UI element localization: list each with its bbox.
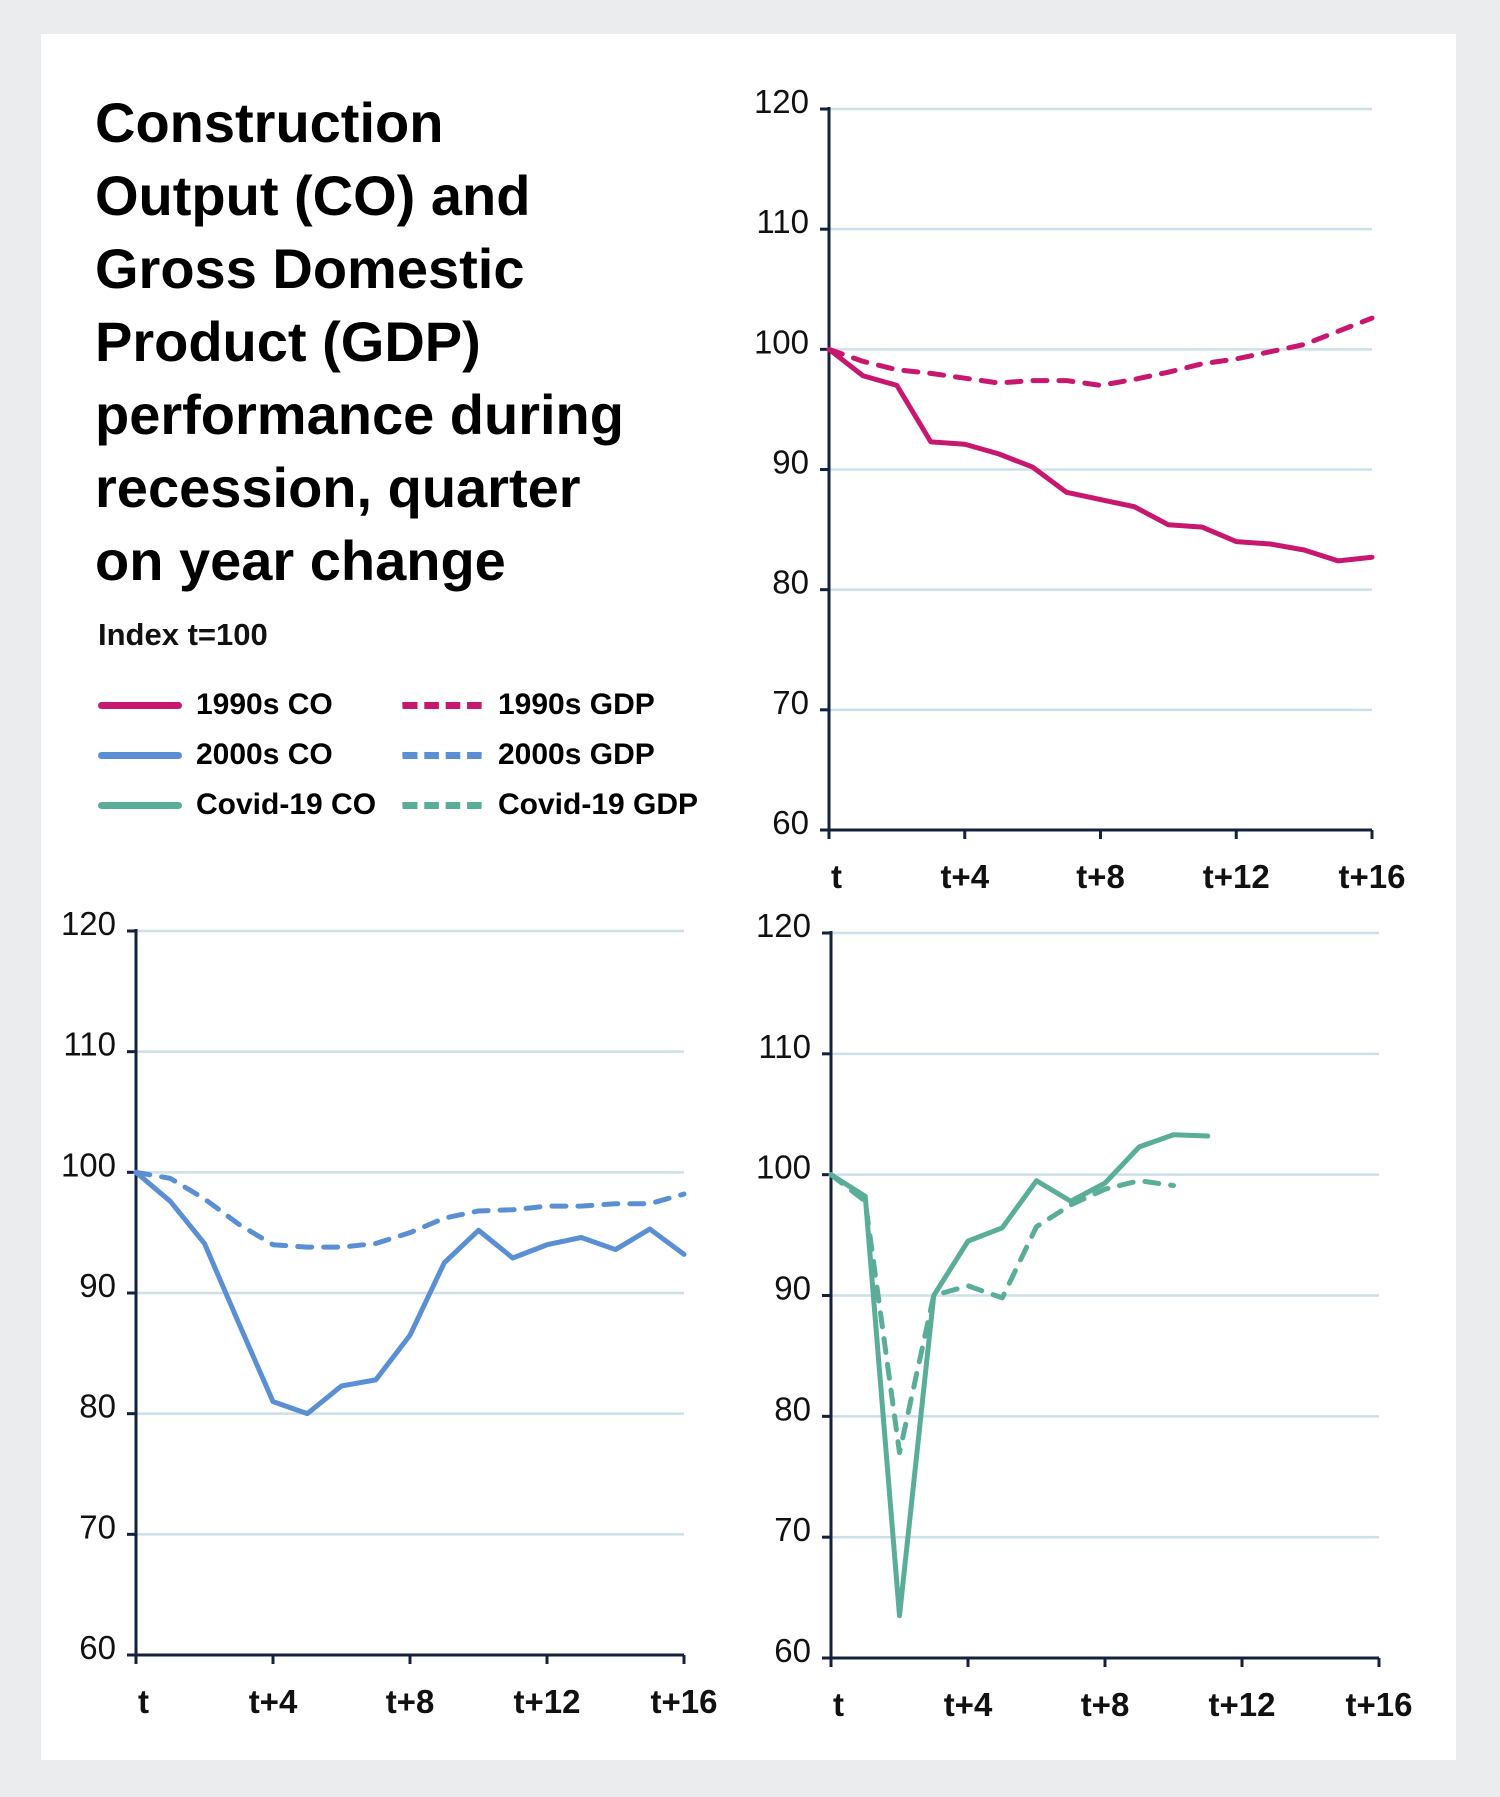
y-tick-label: 120 [61,905,116,942]
legend-label: Covid-19 CO [196,788,377,821]
series-line [826,346,1375,564]
title-line: on year change [95,529,506,592]
x-tick-label: t+16 [1346,1686,1413,1723]
x-tick-label: t+4 [249,1683,298,1720]
x-tick-label: t [138,1683,149,1720]
chart-panel: 60 70 80 90 100 110 120 t t+4 t+8 t+12 t+16 [754,83,1406,895]
chart-panel: 60 70 80 90 100 110 120 t t+4 t+8 t+12 t+16 [61,905,718,1720]
legend-label: Covid-19 GDP [498,788,699,821]
y-tick-label: 90 [774,1270,811,1307]
y-tick-label: 70 [774,1511,811,1548]
x-tick-label: t+12 [514,1683,581,1720]
y-tick-label: 70 [79,1508,116,1545]
legend-label: 1990s CO [196,688,333,721]
y-tick-label: 70 [772,684,809,721]
series-line [826,315,1375,388]
chart-panel: 60 70 80 90 100 110 120 t t+4 t+8 t+12 t+16 [756,907,1413,1723]
x-tick-label: t+12 [1203,858,1270,895]
title-line: Gross Domestic [95,237,525,300]
x-tick-label: t [831,858,842,895]
y-tick-label: 90 [772,444,809,481]
x-tick-label: t+8 [386,1683,435,1720]
title-line: performance during [95,383,624,446]
legend-label: 2000s GDP [498,738,655,771]
legend-item: 2000s GDP [400,738,655,772]
legend-label: 1990s GDP [498,688,655,721]
title-line: Output (CO) and [95,164,531,227]
y-tick-label: 60 [774,1632,811,1669]
y-tick-label: 110 [756,203,809,240]
y-tick-label: 80 [79,1388,116,1425]
series-line [828,1132,1211,1619]
legend-label: 2000s CO [196,738,333,771]
x-tick-label: t+12 [1209,1686,1276,1723]
series-line [133,1169,687,1417]
chart-subtitle: Index t=100 [98,617,268,652]
y-tick-label: 120 [754,83,809,120]
y-tick-label: 100 [754,323,809,360]
title-line: Product (GDP) [95,310,481,373]
y-tick-label: 60 [772,804,809,841]
y-tick-label: 90 [79,1267,116,1304]
y-tick-label: 60 [79,1629,116,1666]
legend-swatch [98,751,182,759]
chart-title: Construction Output (CO) and Gross Domes… [95,86,624,597]
legend-item: 1990s CO [98,688,333,722]
x-tick-label: t [833,1686,844,1723]
x-tick-label: t+8 [1076,858,1125,895]
legend-swatch [98,801,182,809]
x-tick-label: t+4 [944,1686,993,1723]
x-tick-label: t+16 [651,1683,718,1720]
legend-swatch [400,701,484,709]
legend-item: Covid-19 CO [98,788,376,822]
y-tick-label: 100 [61,1146,116,1183]
legend-item: 2000s CO [98,738,333,772]
y-tick-label: 80 [772,564,809,601]
y-tick-label: 80 [774,1390,811,1427]
legend-item: 1990s GDP [400,688,655,722]
y-tick-label: 110 [63,1026,116,1063]
y-tick-label: 120 [756,907,811,944]
legend-swatch [400,801,484,809]
chart-card [41,34,1456,1760]
x-tick-label: t+16 [1339,858,1406,895]
title-line: Construction [95,91,444,154]
title-line: recession, quarter [95,456,581,519]
y-tick-label: 100 [756,1149,811,1186]
series-line [133,1169,687,1250]
legend-item: Covid-19 GDP [400,788,698,822]
legend-swatch [400,751,484,759]
x-tick-label: t+4 [940,858,989,895]
y-tick-label: 110 [758,1028,811,1065]
x-tick-label: t+8 [1081,1686,1130,1723]
legend-swatch [98,701,182,709]
series-line [828,1172,1176,1456]
